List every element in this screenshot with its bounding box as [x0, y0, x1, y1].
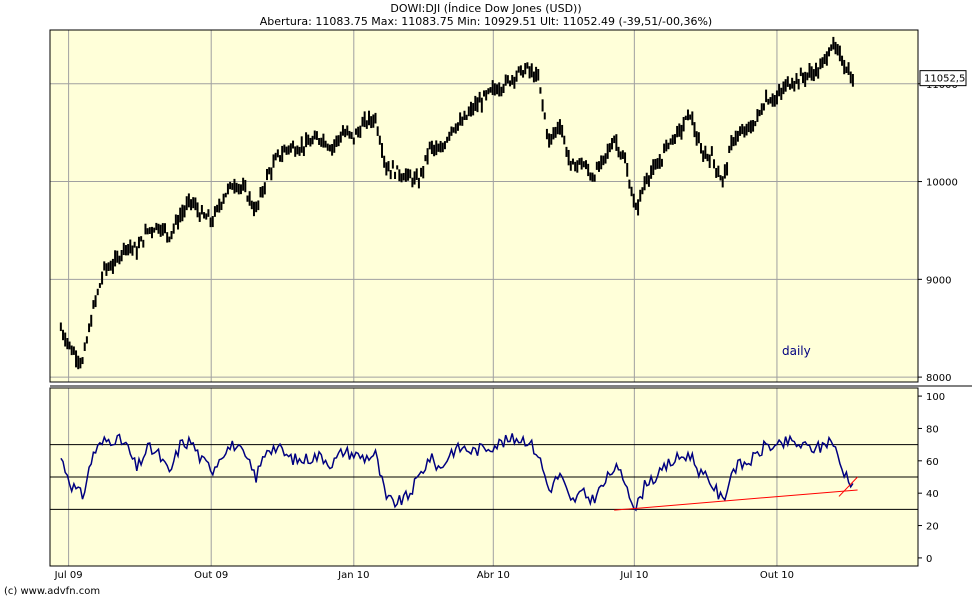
- price-series: [59, 36, 854, 370]
- x-tick-label: Abr 10: [477, 570, 510, 581]
- grid-lines: [50, 30, 918, 566]
- rsi-line: [60, 433, 854, 512]
- x-tick-label: Out 09: [194, 570, 228, 581]
- rsi-series: [60, 433, 858, 512]
- chart-title: DOWI:DJI (Índice Dow Jones (USD)): [390, 2, 582, 15]
- x-tick-label: Out 10: [760, 570, 794, 581]
- price-panel-frame: [49, 29, 919, 383]
- rsi-trend-line: [838, 476, 858, 497]
- y-tick-label: 8000: [926, 373, 951, 384]
- rsi-tick-label: 40: [926, 489, 939, 500]
- copyright-text: (c) www.advfn.com: [4, 586, 101, 597]
- chart-header: DOWI:DJI (Índice Dow Jones (USD)) Abertu…: [0, 2, 972, 28]
- x-tick-label: Jul 09: [54, 570, 83, 581]
- rsi-tick-label: 60: [926, 457, 939, 468]
- rsi-tick-label: 0: [926, 554, 932, 565]
- tick-labels: Jul 09 Out 09 Jan 10 Abr 10 Jul 10 Out 10 8000…: [54, 70, 967, 581]
- rsi-tick-label: 20: [926, 522, 939, 533]
- axes: [49, 29, 972, 567]
- y-tick-label: 10000: [926, 178, 958, 189]
- x-tick-label: Jan 10: [337, 570, 369, 581]
- rsi-panel-frame: [49, 387, 919, 567]
- rsi-tick-label: 80: [926, 424, 939, 435]
- chart-stats: Abertura: 11083.75 Max: 11083.75 Min: 10…: [259, 15, 713, 28]
- last-value-label: 11052,5: [924, 74, 965, 85]
- y-tick-label: 9000: [926, 275, 951, 286]
- x-tick-label: Jul 10: [619, 570, 648, 581]
- rsi-tick-label: 100: [926, 392, 945, 403]
- rsi-trend-line: [614, 489, 858, 511]
- last-value-box: [919, 70, 967, 87]
- timeframe-annotation: daily: [782, 344, 811, 358]
